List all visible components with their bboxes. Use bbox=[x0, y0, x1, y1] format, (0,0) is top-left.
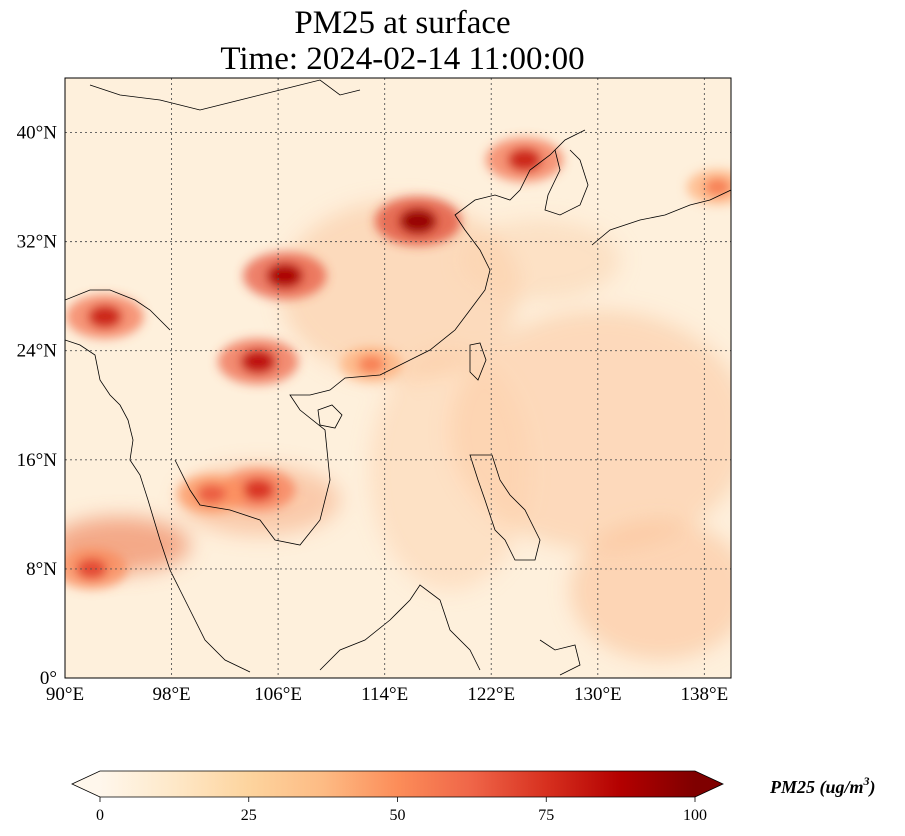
longitude-tick-label: 90°E bbox=[46, 684, 84, 705]
pm25-hotspot-core bbox=[704, 178, 731, 196]
coastline-hainan bbox=[317, 404, 343, 429]
latitude-tick-label: 16°N bbox=[17, 450, 58, 471]
pm25-hotspot-core bbox=[507, 148, 542, 171]
latitude-ticks: 0° 8°N 16°N 24°N 32°N 40°N bbox=[17, 123, 58, 689]
coastline-korea bbox=[544, 149, 589, 216]
pm25-plume-scs bbox=[370, 350, 530, 590]
coastline-philippines bbox=[469, 454, 541, 561]
colorbar-tick-label: 100 bbox=[683, 807, 707, 824]
colorbar-tick-label: 50 bbox=[390, 807, 406, 824]
pm25-plume-china bbox=[280, 200, 520, 380]
coastline-borneo bbox=[319, 584, 481, 671]
border-himalaya bbox=[65, 289, 171, 331]
colorbar-ticks: 0 25 50 75 100 bbox=[96, 797, 707, 824]
map-frame bbox=[64, 77, 732, 679]
coastline-japan bbox=[591, 189, 731, 246]
pm25-hotspot-core bbox=[358, 355, 385, 374]
longitude-tick-label: 106°E bbox=[254, 684, 302, 705]
longitude-ticks: 90°E 98°E 106°E 114°E 122°E 130°E 138°E bbox=[46, 684, 728, 705]
pm25-hotspot-core bbox=[88, 305, 122, 328]
longitude-tick-label: 138°E bbox=[681, 684, 729, 705]
pm25-plume-southeast bbox=[570, 520, 731, 660]
longitude-tick-label: 114°E bbox=[361, 684, 408, 705]
latitude-tick-label: 24°N bbox=[17, 341, 58, 362]
colorbar-label: PM25 (ug/m3) bbox=[769, 774, 876, 798]
colorbar-tick-label: 0 bbox=[96, 807, 104, 824]
border-mongolia bbox=[89, 79, 361, 111]
pm25-field bbox=[65, 200, 731, 660]
latitude-tick-label: 0° bbox=[40, 668, 57, 689]
pm25-plume-yellow-sea bbox=[460, 220, 620, 300]
longitude-tick-label: 98°E bbox=[152, 684, 190, 705]
map-panel bbox=[64, 77, 732, 679]
pm25-hotspot-core bbox=[240, 350, 276, 374]
pm25-hotspot-core bbox=[242, 479, 275, 501]
gridlines bbox=[65, 78, 731, 678]
coastline-taiwan bbox=[469, 342, 487, 381]
longitude-tick-label: 122°E bbox=[467, 684, 515, 705]
coastline-burma bbox=[65, 339, 251, 673]
colorbar-extend-min bbox=[72, 771, 100, 797]
latitude-tick-label: 32°N bbox=[17, 232, 58, 253]
map-subtitle-time: Time: 2024-02-14 11:00:00 bbox=[220, 41, 585, 77]
pm25-hotspot-core bbox=[196, 484, 227, 504]
pm25-hotspot-core bbox=[399, 208, 437, 234]
latitude-tick-label: 8°N bbox=[26, 559, 57, 580]
longitude-tick-label: 130°E bbox=[574, 684, 622, 705]
coastline-sulawesi bbox=[539, 639, 581, 676]
colorbar: 0 25 50 75 100 PM25 (ug/m3) bbox=[71, 770, 876, 824]
colorbar-extend-max bbox=[695, 771, 723, 797]
latitude-tick-label: 40°N bbox=[17, 123, 58, 144]
coastline-china bbox=[174, 129, 586, 546]
colorbar-tick-label: 25 bbox=[241, 807, 257, 824]
map-title: PM25 at surface bbox=[294, 5, 511, 41]
pm25-hotspot-core bbox=[266, 263, 303, 288]
colorbar-body bbox=[100, 771, 695, 797]
coastlines bbox=[65, 79, 731, 676]
colorbar-tick-label: 75 bbox=[538, 807, 554, 824]
